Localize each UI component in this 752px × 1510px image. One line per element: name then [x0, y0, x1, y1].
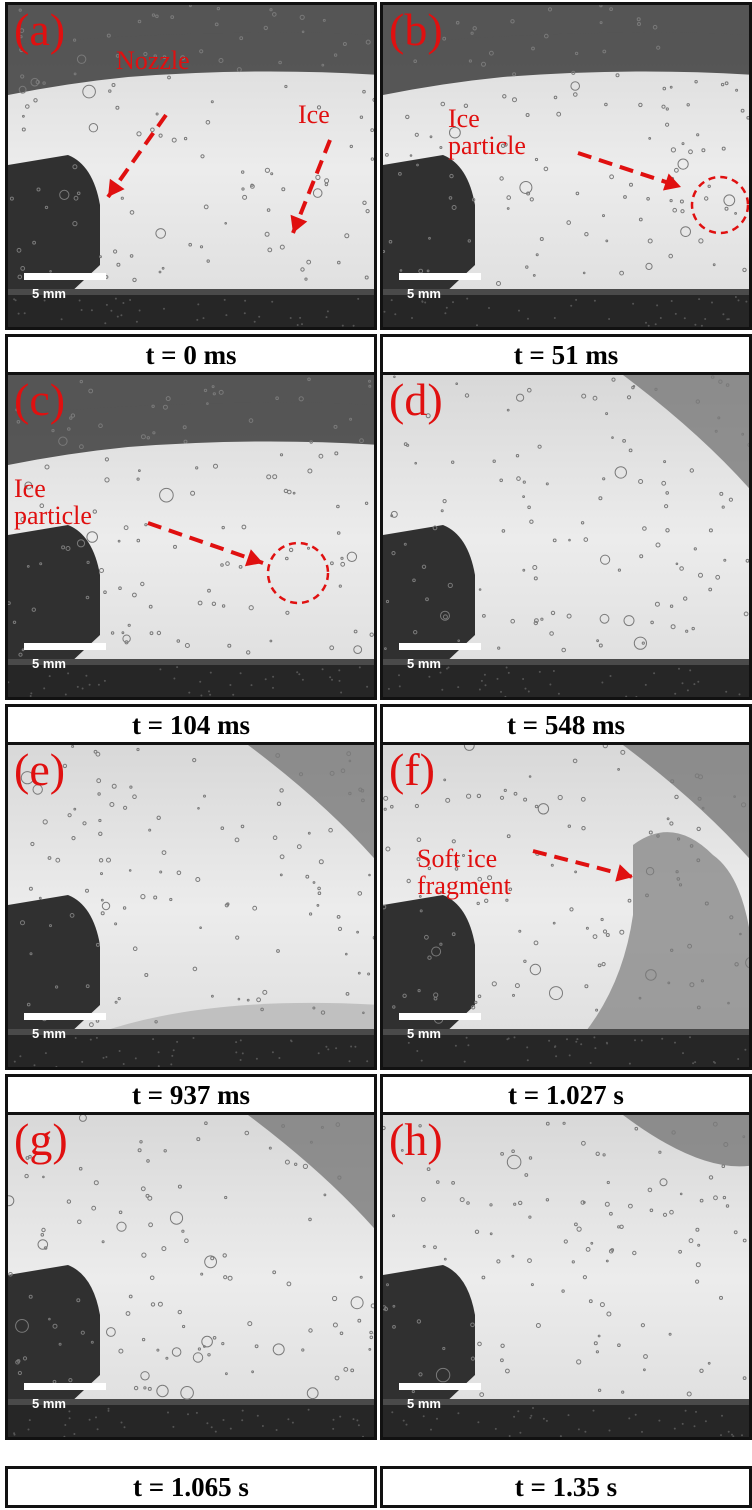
scale-bar: 5 mm	[399, 643, 481, 671]
scale-bar-text: 5 mm	[407, 656, 441, 671]
particle-arrow	[577, 151, 682, 191]
annotation-label: Nozzle	[116, 46, 190, 75]
annotation-label: Ice particle	[14, 474, 92, 531]
scale-bar: 5 mm	[399, 1383, 481, 1411]
time-caption: t = 51 ms	[380, 334, 752, 376]
nozzle-arrow	[106, 113, 168, 199]
panel-g: (g) 5 mm	[5, 1112, 377, 1440]
panel-b: (b) Ice particle 5 mm	[380, 2, 752, 330]
highlight-circle	[690, 175, 749, 235]
scale-bar-text: 5 mm	[32, 1396, 66, 1411]
time-caption: t = 104 ms	[5, 704, 377, 746]
particle-arrow	[147, 521, 264, 567]
panel-c: (c) Ice particle 5 mm	[5, 372, 377, 700]
panel-h: (h) 5 mm	[380, 1112, 752, 1440]
panel-label: (c)	[14, 374, 66, 425]
panel-label: (h)	[389, 1114, 443, 1165]
scale-bar-text: 5 mm	[32, 656, 66, 671]
panel-label: (d)	[389, 374, 443, 425]
scale-bar: 5 mm	[24, 1383, 106, 1411]
scale-bar: 5 mm	[24, 643, 106, 671]
fragment-arrow	[532, 849, 634, 882]
time-caption: t = 1.027 s	[380, 1074, 752, 1116]
scale-bar-line	[24, 1013, 106, 1020]
time-caption: t = 1.35 s	[380, 1466, 752, 1508]
panel-label: (e)	[14, 744, 66, 795]
time-caption: t = 1.065 s	[5, 1466, 377, 1508]
scale-bar-line	[399, 273, 481, 280]
annotation-label: Ice	[298, 100, 330, 129]
panel-label: (b)	[389, 4, 443, 55]
scale-bar-line	[399, 1013, 481, 1020]
scale-bar-text: 5 mm	[407, 1396, 441, 1411]
scale-bar-line	[399, 1383, 481, 1390]
micrograph-image	[8, 375, 374, 697]
annotation-label: Ice particle	[448, 104, 526, 161]
scale-bar-line	[399, 643, 481, 650]
scale-bar: 5 mm	[24, 1013, 106, 1041]
scale-bar-line	[24, 1383, 106, 1390]
micrograph-image	[383, 5, 749, 327]
scale-bar-text: 5 mm	[407, 286, 441, 301]
annotation-label: Soft ice fragment	[417, 844, 511, 901]
highlight-circle	[266, 541, 330, 605]
time-caption: t = 937 ms	[5, 1074, 377, 1116]
time-caption: t = 548 ms	[380, 704, 752, 746]
panel-d: (d) 5 mm	[380, 372, 752, 700]
scale-bar-text: 5 mm	[407, 1026, 441, 1041]
panel-label: (g)	[14, 1114, 68, 1165]
time-caption: t = 0 ms	[5, 334, 377, 376]
scale-bar-line	[24, 273, 106, 280]
scale-bar: 5 mm	[399, 1013, 481, 1041]
ice-arrow	[290, 139, 332, 234]
scale-bar-line	[24, 643, 106, 650]
panel-e: (e) 5 mm	[5, 742, 377, 1070]
panel-f: (f) Soft ice fragment 5 mm	[380, 742, 752, 1070]
scale-bar: 5 mm	[399, 273, 481, 301]
panel-label: (f)	[389, 744, 435, 795]
panel-label: (a)	[14, 4, 66, 55]
scale-bar-text: 5 mm	[32, 1026, 66, 1041]
panel-a: (a) Nozzle Ice 5 mm	[5, 2, 377, 330]
scale-bar-text: 5 mm	[32, 286, 66, 301]
scale-bar: 5 mm	[24, 273, 106, 301]
